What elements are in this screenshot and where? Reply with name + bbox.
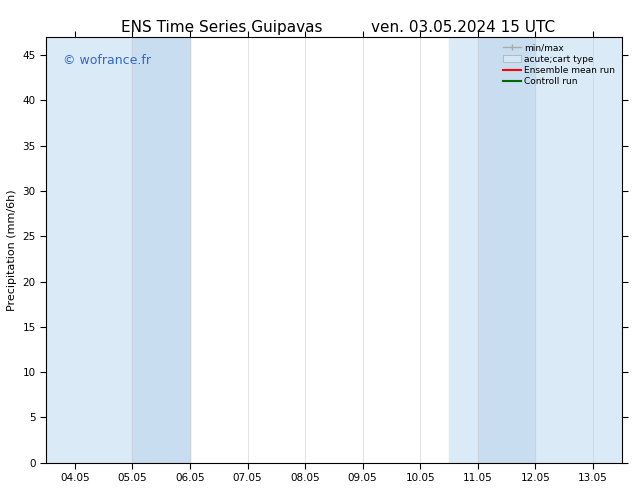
Y-axis label: Precipitation (mm/6h): Precipitation (mm/6h) xyxy=(7,189,17,311)
Text: ENS Time Series Guipavas: ENS Time Series Guipavas xyxy=(121,20,323,35)
Bar xyxy=(449,37,621,463)
Text: © wofrance.fr: © wofrance.fr xyxy=(63,54,152,67)
Legend: min/max, acute;cart type, Ensemble mean run, Controll run: min/max, acute;cart type, Ensemble mean … xyxy=(501,42,617,88)
Text: ven. 03.05.2024 15 UTC: ven. 03.05.2024 15 UTC xyxy=(371,20,555,35)
Bar xyxy=(133,37,190,463)
Bar xyxy=(46,37,190,463)
Bar xyxy=(477,37,535,463)
